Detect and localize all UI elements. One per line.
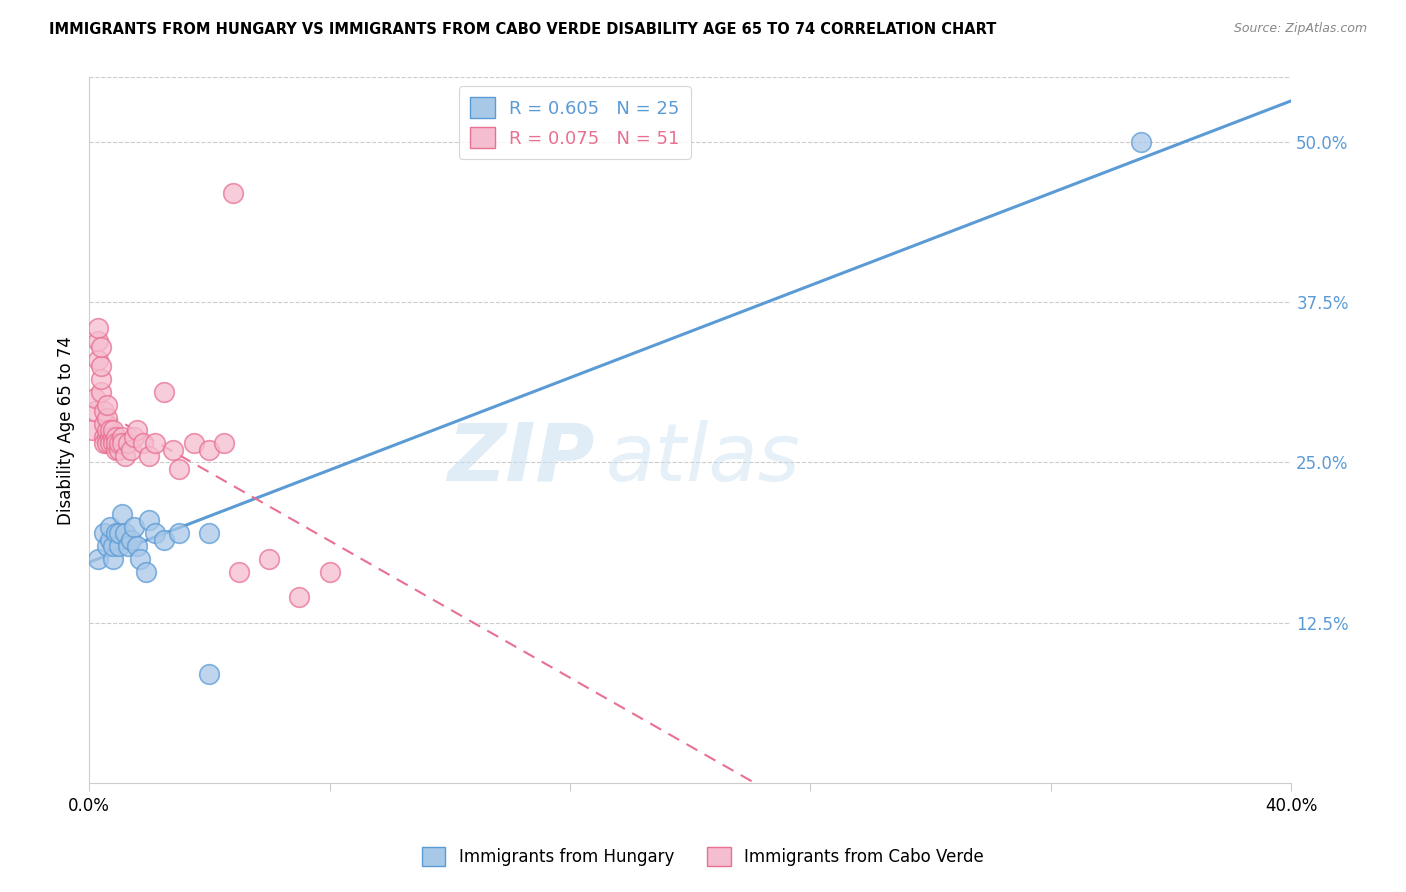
Point [108,442,131,457]
Point [87,551,110,566]
Point [93,436,115,450]
Point [87,334,110,348]
Point [96,410,118,425]
Point [138,513,160,527]
Point [122,430,145,444]
Point [101,539,124,553]
Point [318,565,340,579]
Legend: Immigrants from Hungary, Immigrants from Cabo Verde: Immigrants from Hungary, Immigrants from… [415,840,991,873]
Point [198,526,221,541]
Point [101,436,124,450]
Point [101,424,124,438]
Point [84,392,107,406]
Point [228,565,250,579]
Point [108,436,131,450]
Y-axis label: Disability Age 65 to 74: Disability Age 65 to 74 [58,336,75,524]
Point [108,526,131,541]
Point [98,533,121,547]
Point [127,424,149,438]
Point [127,539,149,553]
Point [111,430,134,444]
Point [98,430,121,444]
Point [1130,135,1153,149]
Point [117,539,139,553]
Point [105,442,128,457]
Point [93,417,115,431]
Point [90,340,112,354]
Point [132,436,155,450]
Point [198,442,221,457]
Point [143,526,166,541]
Point [90,359,112,374]
Point [111,507,134,521]
Point [143,436,166,450]
Point [120,533,142,547]
Point [105,526,128,541]
Point [87,352,110,367]
Point [167,526,190,541]
Point [111,436,134,450]
Point [105,430,128,444]
Point [183,436,205,450]
Point [122,519,145,533]
Point [214,436,236,450]
Point [98,436,121,450]
Point [80,424,103,438]
Legend: R = 0.605   N = 25, R = 0.075   N = 51: R = 0.605 N = 25, R = 0.075 N = 51 [458,87,690,159]
Point [129,551,152,566]
Point [153,533,176,547]
Point [87,320,110,334]
Point [90,372,112,386]
Point [153,384,176,399]
Point [101,430,124,444]
Point [93,404,115,418]
Point [90,384,112,399]
Point [93,526,115,541]
Point [117,436,139,450]
Point [96,539,118,553]
Point [138,449,160,463]
Point [84,404,107,418]
Point [96,430,118,444]
Point [167,462,190,476]
Text: IMMIGRANTS FROM HUNGARY VS IMMIGRANTS FROM CABO VERDE DISABILITY AGE 65 TO 74 CO: IMMIGRANTS FROM HUNGARY VS IMMIGRANTS FR… [49,22,997,37]
Point [135,565,157,579]
Point [162,442,184,457]
Point [96,424,118,438]
Point [114,449,136,463]
Point [101,551,124,566]
Text: ZIP: ZIP [447,419,593,498]
Point [288,591,311,605]
Point [222,186,245,200]
Point [96,398,118,412]
Point [108,539,131,553]
Point [93,430,115,444]
Point [120,442,142,457]
Text: Source: ZipAtlas.com: Source: ZipAtlas.com [1233,22,1367,36]
Point [114,526,136,541]
Point [105,436,128,450]
Point [96,436,118,450]
Text: atlas: atlas [606,419,801,498]
Point [98,424,121,438]
Point [259,551,281,566]
Point [198,667,221,681]
Point [98,519,121,533]
